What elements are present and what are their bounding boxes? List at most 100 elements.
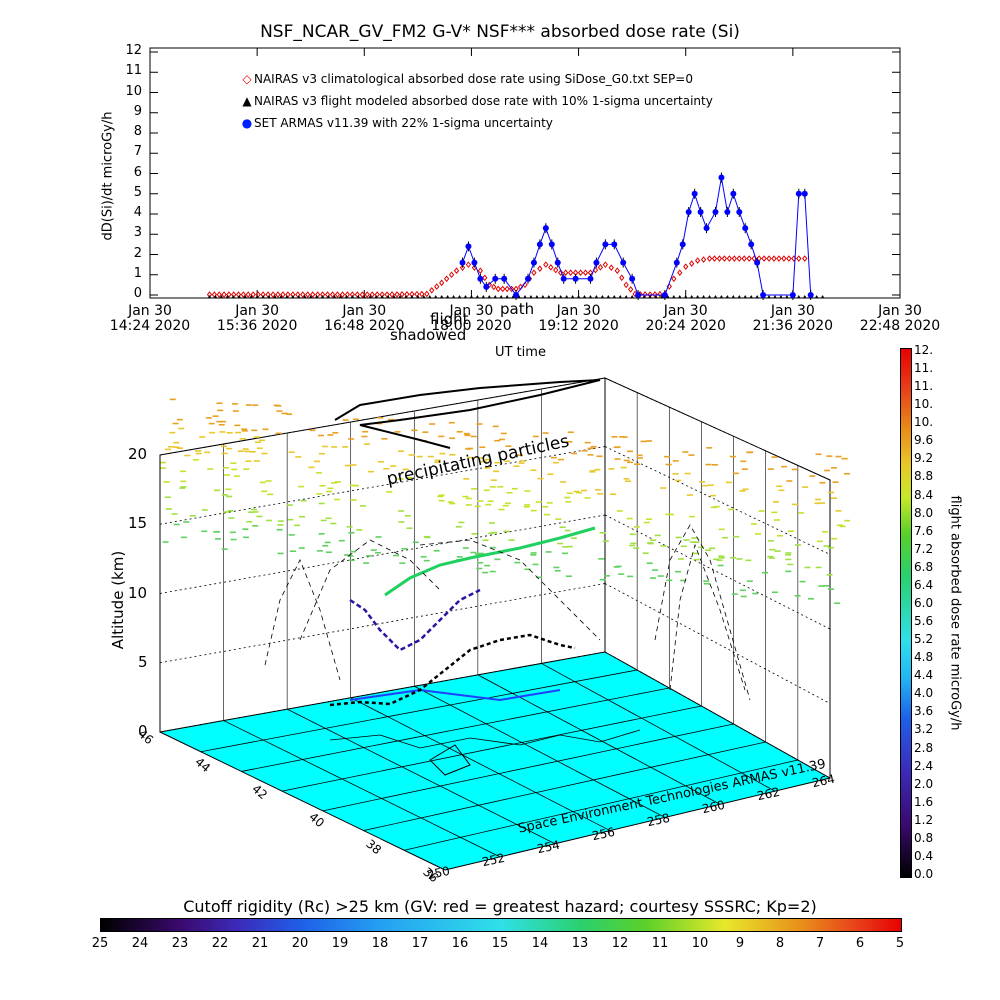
- legend-label: NAIRAS v3 climatological absorbed dose r…: [254, 72, 693, 86]
- data-point-flight-modeled: [219, 295, 224, 299]
- dose-rate-tick-label: 1.2: [914, 812, 934, 827]
- floor-grid-line: [223, 720, 501, 858]
- y-tick-label: 8: [133, 124, 142, 139]
- data-point-armas: [724, 208, 731, 215]
- data-point-flight-modeled: [296, 295, 301, 299]
- data-point-climatological: [245, 291, 251, 298]
- data-point-armas: [483, 283, 490, 290]
- data-point-flight-modeled: [451, 295, 456, 299]
- data-point-climatological: [726, 255, 733, 262]
- shadow-curve: [419, 539, 601, 641]
- data-point-flight-modeled: [261, 295, 266, 299]
- data-point-armas: [697, 208, 704, 215]
- data-point-flight-modeled: [755, 295, 760, 299]
- data-point-flight-modeled: [707, 295, 712, 299]
- data-point-armas: [560, 275, 567, 282]
- x-tick-label: Jan 30 20:24 2020: [641, 304, 731, 334]
- x-tick-date: Jan 30: [235, 303, 280, 319]
- data-point-climatological: [558, 269, 564, 277]
- dose-rate-tick-label: 1.6: [914, 794, 934, 809]
- y-tick-label: 7: [133, 144, 142, 160]
- altitude-gridline: [604, 446, 831, 555]
- data-point-armas: [635, 292, 642, 298]
- data-point-armas: [548, 241, 555, 248]
- data-point-flight-modeled: [558, 295, 563, 299]
- cutoff-rigidity-tick-label: 13: [571, 936, 589, 951]
- data-point-flight-modeled: [802, 295, 807, 299]
- dose-rate-tick-label: 8.4: [914, 487, 934, 502]
- data-point-flight-modeled: [249, 295, 254, 299]
- cutoff-rigidity-tick-label: 20: [291, 936, 309, 951]
- data-point-flight-modeled: [671, 295, 676, 299]
- data-point-flight-modeled: [439, 295, 444, 299]
- data-point-flight-modeled: [314, 295, 319, 299]
- data-point-climatological: [614, 267, 620, 275]
- floor-grid-line: [286, 708, 556, 845]
- data-point-flight-modeled: [350, 295, 355, 299]
- data-point-flight-modeled: [606, 295, 611, 299]
- data-point-climatological: [280, 291, 286, 298]
- y-tick-label: 6: [133, 164, 142, 180]
- data-point-flight-modeled: [677, 295, 682, 299]
- data-point-climatological: [465, 261, 472, 268]
- altitude-tick-label: 10: [128, 583, 148, 602]
- data-point-flight-modeled: [642, 295, 647, 299]
- cutoff-rigidity-tick-label: 15: [491, 936, 509, 951]
- data-point-flight-modeled: [784, 295, 789, 299]
- data-point-flight-modeled: [695, 295, 700, 299]
- data-point-armas: [611, 241, 618, 248]
- data-point-flight-modeled: [290, 295, 295, 299]
- data-point-flight-modeled: [380, 295, 385, 299]
- data-point-flight-modeled: [588, 295, 593, 299]
- data-point-climatological: [482, 274, 488, 282]
- dose-rate-tick-label: 12.: [914, 343, 934, 357]
- data-point-armas: [471, 259, 478, 266]
- flight-track-high: [384, 526, 596, 597]
- circle-icon: ●: [241, 116, 253, 130]
- flight-track-projection: [334, 379, 601, 449]
- data-point-climatological: [802, 255, 808, 262]
- data-point-armas: [465, 243, 472, 250]
- data-point-climatological: [508, 285, 515, 293]
- data-point-armas: [679, 241, 686, 248]
- data-point-climatological: [389, 291, 395, 298]
- x-tick-label: Jan 30 19:12 2020: [534, 304, 624, 334]
- top-axis-ticks: [149, 48, 901, 298]
- data-point-armas: [620, 259, 627, 266]
- data-point-flight-modeled: [481, 295, 486, 299]
- data-point-armas: [748, 241, 755, 248]
- data-point-climatological: [334, 291, 341, 298]
- data-point-flight-modeled: [487, 295, 492, 299]
- flight-track-low: [329, 633, 576, 707]
- legend-item-climatological: ◇ NAIRAS v3 climatological absorbed dose …: [240, 72, 693, 86]
- data-point-climatological: [771, 255, 777, 262]
- data-point-flight-modeled: [302, 295, 307, 299]
- data-point-flight-modeled: [344, 295, 349, 299]
- data-point-climatological: [369, 291, 375, 298]
- data-point-climatological: [453, 267, 460, 275]
- data-point-flight-modeled: [386, 295, 391, 299]
- data-point-flight-modeled: [773, 295, 777, 299]
- altitude-gridline: [159, 583, 606, 664]
- data-point-flight-modeled: [338, 295, 343, 299]
- dose-rate-tick-label: 0.0: [914, 867, 934, 881]
- data-point-climatological: [577, 269, 584, 277]
- cutoff-rigidity-tick-label: 12: [611, 936, 629, 951]
- data-point-flight-modeled: [546, 295, 551, 299]
- cutoff-rigidity-tick-label: 11: [651, 936, 669, 951]
- dose-rate-tick-label: 5.6: [914, 614, 934, 629]
- data-point-armas: [730, 190, 737, 197]
- data-point-flight-modeled: [415, 295, 420, 299]
- data-point-flight-modeled: [778, 295, 783, 299]
- cutoff-rigidity-colorbar-title: Cutoff rigidity (Rc) >25 km (GV: red = g…: [183, 897, 817, 916]
- dose-rate-tick-label: 2.8: [914, 740, 934, 755]
- dose-rate-tick-label: 3.2: [914, 722, 934, 737]
- data-point-flight-modeled: [737, 295, 742, 299]
- data-point-armas: [542, 225, 549, 232]
- data-point-flight-modeled: [255, 295, 260, 299]
- altitude-tick-label: 5: [138, 652, 148, 671]
- data-point-armas: [691, 190, 698, 197]
- cutoff-rigidity-tick-label: 23: [171, 936, 189, 951]
- data-point-climatological: [300, 291, 306, 298]
